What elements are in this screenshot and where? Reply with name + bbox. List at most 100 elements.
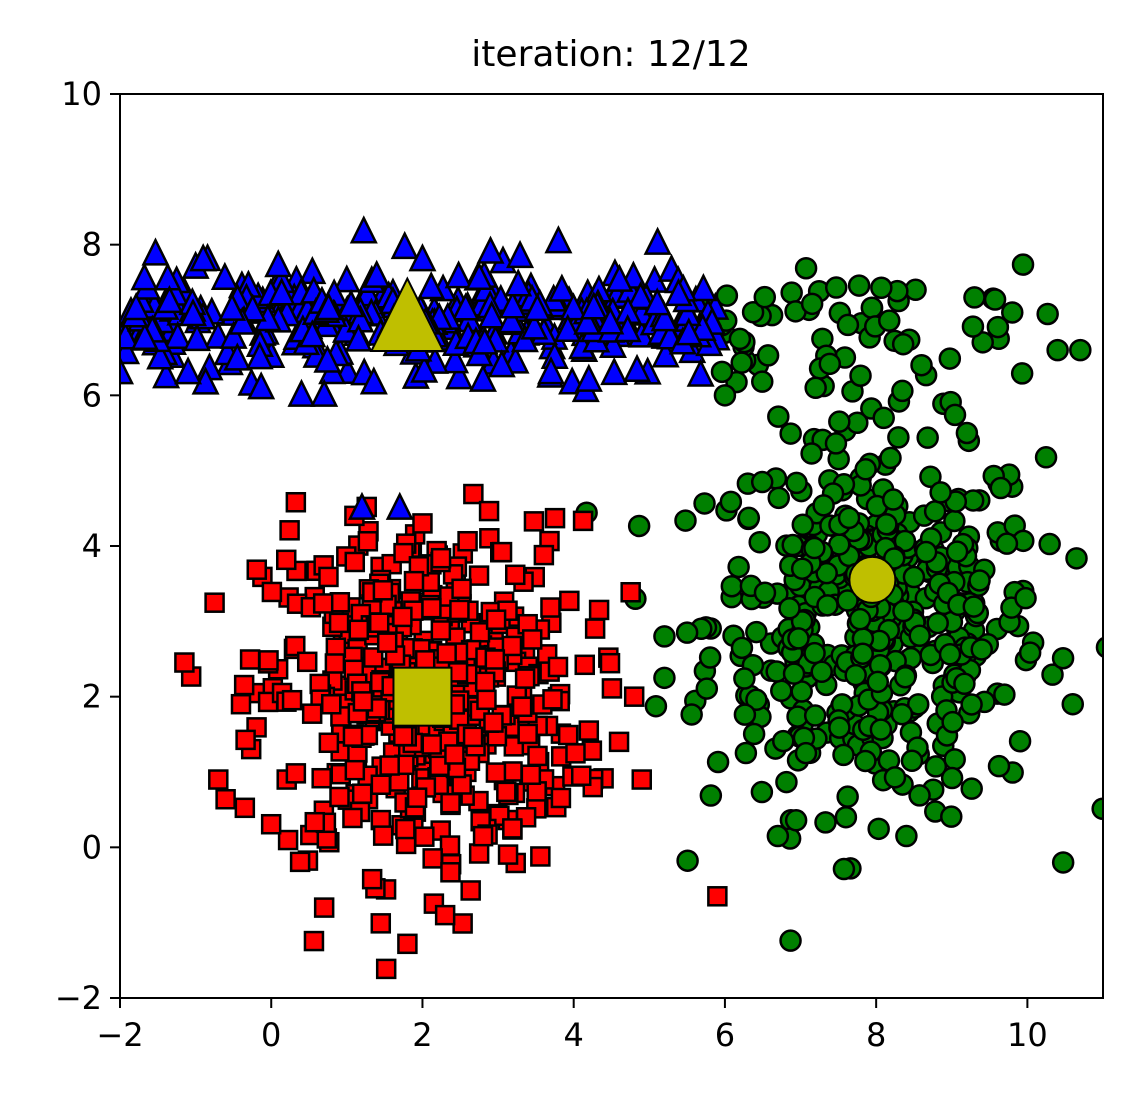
data-point-square bbox=[362, 647, 384, 668]
data-point-triangle bbox=[579, 291, 608, 320]
data-point-circle bbox=[940, 766, 964, 790]
data-point-square bbox=[444, 744, 465, 765]
data-point-circle bbox=[970, 638, 993, 661]
data-point-square bbox=[318, 732, 340, 754]
data-point-square bbox=[547, 656, 569, 678]
data-point-square bbox=[483, 712, 504, 733]
data-point-circle bbox=[836, 313, 860, 337]
data-point-square bbox=[285, 635, 306, 657]
data-point-square bbox=[463, 483, 484, 505]
data-point-circle bbox=[727, 555, 750, 579]
data-point-circle bbox=[775, 770, 798, 794]
data-point-square bbox=[344, 759, 366, 781]
data-point-triangle bbox=[476, 235, 505, 264]
data-point-square bbox=[414, 826, 435, 847]
data-point-circle bbox=[895, 824, 918, 848]
data-point-circle bbox=[767, 405, 790, 428]
data-point-square bbox=[608, 731, 630, 753]
data-point-circle bbox=[734, 741, 758, 765]
data-point-circle bbox=[1051, 851, 1075, 874]
data-point-circle bbox=[824, 276, 848, 299]
data-point-circle bbox=[1095, 636, 1103, 658]
data-point-circle bbox=[908, 624, 931, 648]
y-axis: −2 0 2 4 6 8 10 bbox=[55, 75, 120, 1017]
data-point-circle bbox=[810, 660, 833, 684]
data-point-triangle bbox=[470, 326, 499, 355]
data-point-circle bbox=[881, 488, 905, 511]
data-point-circle bbox=[837, 506, 861, 530]
data-point-square bbox=[361, 868, 383, 890]
data-point-square bbox=[208, 769, 229, 790]
data-point-triangle bbox=[189, 243, 218, 272]
data-point-circle bbox=[983, 288, 1007, 311]
data-point-circle bbox=[770, 679, 793, 703]
data-point-circle bbox=[719, 490, 743, 514]
data-point-circle bbox=[737, 506, 761, 530]
data-point-square bbox=[342, 807, 363, 829]
data-point-square bbox=[452, 913, 473, 934]
data-point-circle bbox=[812, 494, 835, 517]
data-point-square bbox=[457, 530, 478, 552]
data-point-circle bbox=[900, 749, 924, 773]
data-point-triangle bbox=[451, 292, 480, 321]
data-point-circle bbox=[720, 574, 744, 598]
data-point-circle bbox=[803, 641, 826, 665]
data-point-square bbox=[540, 597, 561, 618]
data-point-circle bbox=[780, 281, 803, 304]
data-point-square bbox=[430, 547, 452, 569]
data-point-circle bbox=[745, 620, 768, 644]
data-point-triangle bbox=[183, 322, 212, 352]
data-point-square bbox=[578, 720, 600, 741]
data-point-circle bbox=[1061, 692, 1085, 716]
data-point-circle bbox=[941, 710, 964, 734]
data-point-circle bbox=[968, 569, 991, 592]
data-point-triangle bbox=[217, 292, 247, 321]
data-point-circle bbox=[753, 285, 777, 309]
data-point-circle bbox=[875, 512, 898, 536]
data-point-circle bbox=[995, 532, 1019, 555]
data-point-triangle bbox=[152, 360, 181, 389]
data-point-triangle bbox=[141, 237, 170, 266]
data-point-triangle bbox=[313, 344, 342, 373]
data-point-square bbox=[329, 786, 350, 808]
data-point-square bbox=[342, 726, 364, 747]
data-point-circle bbox=[733, 703, 757, 726]
data-point-circle bbox=[782, 662, 806, 685]
data-point-square bbox=[472, 825, 494, 847]
data-point-circle bbox=[713, 384, 737, 407]
data-point-circle bbox=[699, 784, 723, 807]
data-point-circle bbox=[847, 274, 871, 297]
data-point-circle bbox=[869, 718, 893, 741]
data-point-triangle bbox=[498, 290, 527, 319]
data-point-triangle bbox=[385, 491, 414, 520]
data-point-square bbox=[370, 774, 392, 795]
data-point-circle bbox=[832, 857, 856, 881]
data-point-square bbox=[478, 500, 500, 522]
data-point-square bbox=[313, 897, 335, 918]
data-point-square bbox=[526, 781, 547, 802]
data-point-square bbox=[301, 703, 323, 724]
data-point-square bbox=[392, 606, 413, 628]
data-point-square bbox=[348, 619, 370, 641]
data-point-square bbox=[439, 835, 461, 856]
data-point-circle bbox=[751, 370, 774, 393]
data-point-square bbox=[601, 678, 623, 699]
data-point-square bbox=[393, 542, 414, 564]
data-point-square bbox=[533, 544, 555, 566]
data-point-square bbox=[421, 734, 443, 755]
data-point-triangle bbox=[410, 354, 439, 383]
data-point-circle bbox=[800, 292, 824, 316]
data-point-circle bbox=[916, 426, 939, 449]
data-point-square bbox=[372, 825, 394, 846]
data-point-circle bbox=[785, 471, 808, 495]
data-point-circle bbox=[883, 766, 907, 789]
data-point-triangle bbox=[674, 317, 703, 346]
data-point-circle bbox=[790, 557, 814, 580]
data-point-square bbox=[707, 886, 728, 907]
data-point-square bbox=[584, 618, 606, 639]
data-point-circle bbox=[784, 809, 808, 832]
data-point-square bbox=[375, 958, 397, 980]
data-point-triangle bbox=[146, 341, 175, 370]
data-point-circle bbox=[953, 672, 976, 696]
data-point-triangle bbox=[477, 300, 506, 329]
